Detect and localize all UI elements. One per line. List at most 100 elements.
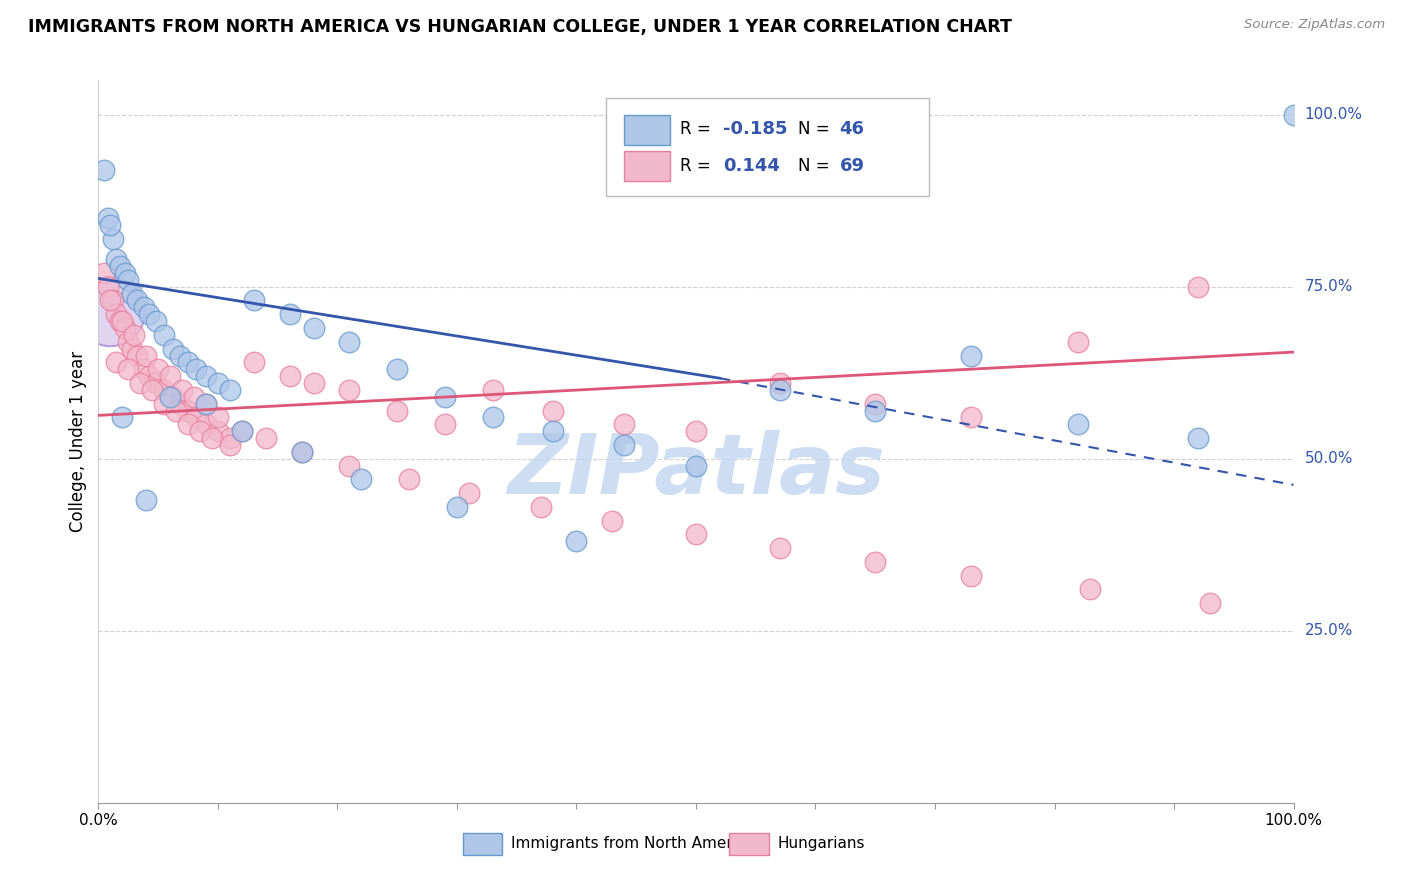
Point (93, 266, 115, 280)
Point (685, 527, 707, 541)
Text: -0.185: -0.185 (724, 120, 787, 138)
Point (135, 349, 157, 363)
Point (865, 397, 887, 411)
Point (195, 369, 218, 384)
Point (339, 458, 361, 473)
Point (138, 369, 160, 384)
Point (135, 493, 157, 508)
FancyBboxPatch shape (730, 833, 769, 855)
Text: ZIPatlas: ZIPatlas (508, 430, 884, 511)
Point (768, 376, 790, 390)
Point (188, 424, 211, 438)
Point (385, 362, 409, 376)
Text: R =: R = (681, 157, 717, 175)
Point (186, 410, 208, 425)
Point (177, 403, 200, 417)
Point (145, 314, 167, 328)
Point (1282, 108, 1305, 122)
Point (865, 555, 887, 569)
Point (768, 383, 790, 397)
Point (195, 417, 218, 432)
Point (169, 397, 191, 411)
Point (129, 376, 152, 390)
Point (350, 472, 373, 486)
Point (231, 424, 253, 438)
Point (291, 445, 314, 459)
Point (685, 458, 707, 473)
Point (153, 327, 176, 342)
Point (243, 355, 266, 369)
FancyBboxPatch shape (606, 98, 929, 196)
Point (153, 397, 176, 411)
Point (177, 355, 200, 369)
Point (1067, 334, 1090, 349)
Point (111, 314, 134, 328)
Point (434, 417, 457, 432)
Point (685, 424, 707, 438)
Point (169, 349, 191, 363)
Point (195, 397, 218, 411)
Point (121, 342, 143, 356)
Point (183, 390, 205, 404)
Text: 100.0%: 100.0% (1305, 107, 1362, 122)
Y-axis label: College, Under 1 year: College, Under 1 year (69, 351, 87, 533)
Text: 69: 69 (839, 157, 865, 175)
Text: 25.0%: 25.0% (1305, 624, 1353, 639)
Point (121, 286, 143, 301)
Point (108, 259, 131, 273)
Point (219, 438, 242, 452)
Point (105, 307, 128, 321)
Point (125, 349, 148, 363)
Point (291, 445, 314, 459)
Text: 46: 46 (839, 120, 865, 138)
Point (219, 383, 242, 397)
Point (541, 403, 564, 417)
Text: Source: ZipAtlas.com: Source: ZipAtlas.com (1244, 18, 1385, 31)
Point (111, 410, 134, 425)
Text: R =: R = (681, 120, 717, 138)
FancyBboxPatch shape (463, 833, 502, 855)
Point (278, 307, 301, 321)
Point (302, 321, 325, 335)
Text: Hungarians: Hungarians (778, 837, 865, 852)
Point (243, 293, 266, 308)
Point (105, 355, 128, 369)
Point (565, 534, 588, 549)
Point (339, 383, 361, 397)
Point (231, 424, 253, 438)
Point (108, 314, 131, 328)
Point (398, 472, 420, 486)
Point (481, 410, 505, 425)
FancyBboxPatch shape (624, 115, 669, 145)
Point (278, 369, 301, 384)
Point (434, 390, 457, 404)
Point (117, 362, 139, 376)
Point (98, 293, 122, 308)
Point (1187, 279, 1209, 293)
Point (93, 162, 115, 177)
Point (302, 376, 325, 390)
Point (97, 211, 120, 225)
Point (960, 410, 983, 425)
Point (339, 334, 361, 349)
Point (481, 383, 505, 397)
Point (1067, 417, 1090, 432)
Point (865, 403, 887, 417)
Point (1187, 431, 1209, 445)
Point (97, 279, 120, 293)
Point (162, 342, 184, 356)
Point (254, 431, 277, 445)
Point (138, 307, 160, 321)
Point (153, 383, 176, 397)
Point (446, 500, 468, 514)
Point (98, 303, 122, 318)
Text: N =: N = (797, 157, 834, 175)
Point (207, 376, 229, 390)
Point (530, 500, 553, 514)
Point (172, 383, 194, 397)
Text: IMMIGRANTS FROM NORTH AMERICA VS HUNGARIAN COLLEGE, UNDER 1 YEAR CORRELATION CHA: IMMIGRANTS FROM NORTH AMERICA VS HUNGARI… (28, 18, 1012, 36)
Point (768, 541, 790, 556)
Point (1199, 596, 1222, 610)
Point (105, 252, 128, 267)
Text: Immigrants from North America: Immigrants from North America (510, 837, 755, 852)
